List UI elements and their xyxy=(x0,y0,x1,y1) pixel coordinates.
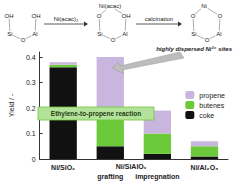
svg-text:Si: Si xyxy=(97,31,102,37)
svg-text:0: 0 xyxy=(32,156,36,163)
svg-text:0.3: 0.3 xyxy=(26,79,36,86)
svg-text:0.1: 0.1 xyxy=(26,130,36,137)
svg-text:Al: Al xyxy=(216,31,221,37)
svg-text:O: O xyxy=(218,13,223,19)
svg-text:butenes: butenes xyxy=(199,102,224,109)
svg-text:O: O xyxy=(205,37,210,43)
svg-text:0.2: 0.2 xyxy=(26,105,36,112)
svg-text:OH: OH xyxy=(5,13,14,19)
svg-text:Ni(acac)₂: Ni(acac)₂ xyxy=(54,16,79,22)
svg-text:Yield / -: Yield / - xyxy=(8,93,15,117)
svg-text:grafting: grafting xyxy=(97,173,123,181)
svg-text:Si: Si xyxy=(191,31,196,37)
svg-text:O: O xyxy=(111,37,116,43)
svg-text:Ni/SiAlOₓ: Ni/SiAlOₓ xyxy=(116,163,147,170)
svg-text:O: O xyxy=(97,13,102,19)
svg-text:O: O xyxy=(191,13,196,19)
svg-text:OH: OH xyxy=(122,13,131,19)
svg-text:highly dispersed Ni²⁺ sites: highly dispersed Ni²⁺ sites xyxy=(156,46,233,52)
svg-text:Al: Al xyxy=(122,31,127,37)
svg-text:Ni(acac): Ni(acac) xyxy=(99,3,121,9)
svg-text:Si: Si xyxy=(7,31,12,37)
svg-text:OH: OH xyxy=(32,13,41,19)
svg-text:O: O xyxy=(21,37,26,43)
svg-text:Ni/Al₂O₃: Ni/Al₂O₃ xyxy=(191,164,219,171)
svg-text:Ethylene-to-propene reaction: Ethylene-to-propene reaction xyxy=(51,110,141,118)
svg-text:coke: coke xyxy=(199,112,214,119)
svg-text:impregnation: impregnation xyxy=(135,173,179,181)
svg-text:Ni: Ni xyxy=(201,3,207,9)
svg-text:Al: Al xyxy=(32,31,37,37)
svg-text:propene: propene xyxy=(199,92,225,100)
svg-text:0.4: 0.4 xyxy=(26,54,36,61)
svg-text:calcination: calcination xyxy=(145,16,173,22)
svg-text:Ni/SiO₂: Ni/SiO₂ xyxy=(51,164,75,171)
